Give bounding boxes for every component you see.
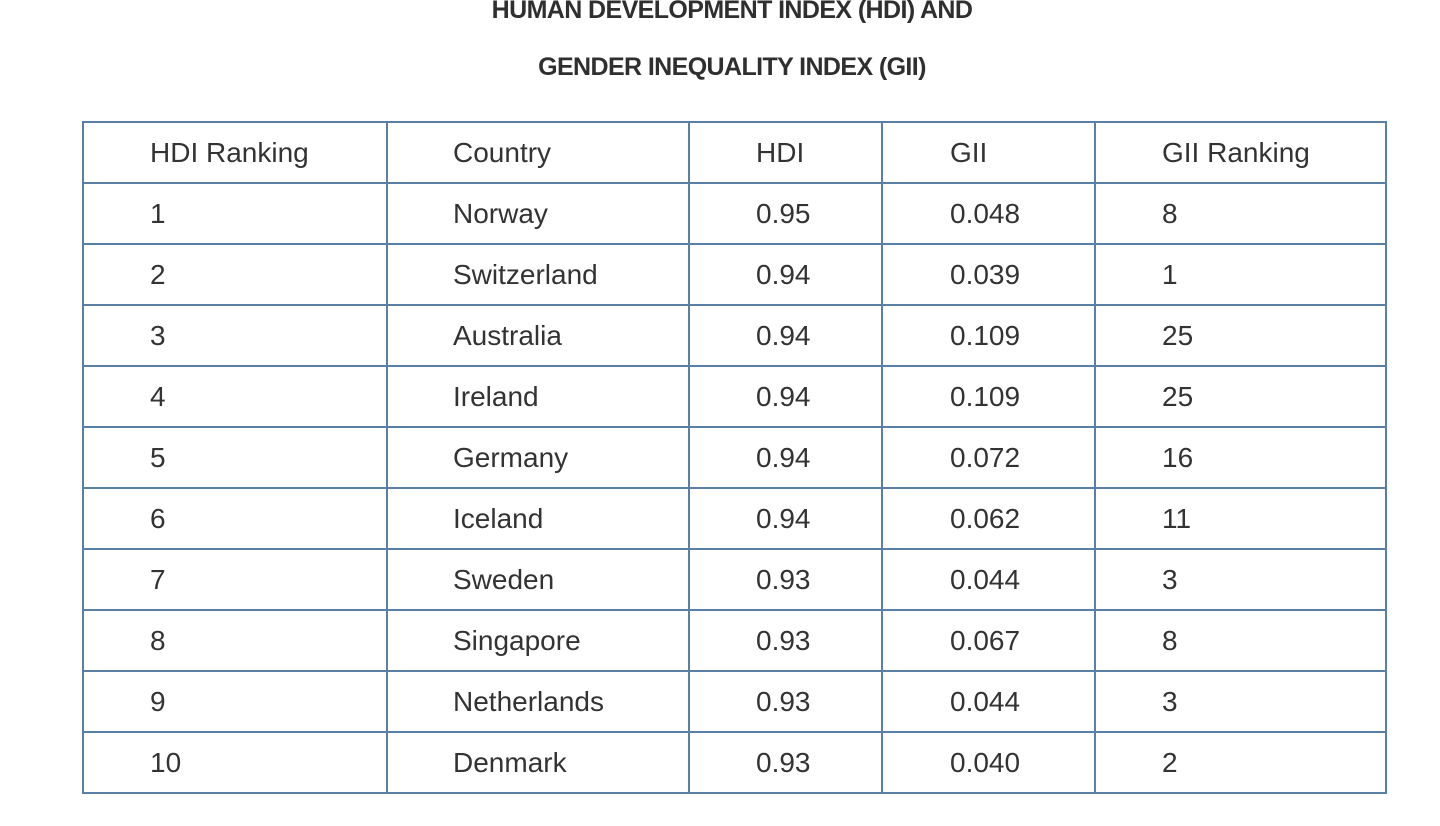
cell-country: Denmark [386,731,690,794]
cell-gii-ranking: 25 [1094,365,1387,428]
cell-gii: 0.109 [881,304,1096,367]
cell-gii-ranking: 3 [1094,548,1387,611]
cell-gii: 0.109 [881,365,1096,428]
cell-hdi-ranking: 5 [82,426,388,489]
table-row: 3 Australia 0.94 0.109 25 [82,304,1387,367]
table-row: 6 Iceland 0.94 0.062 11 [82,487,1387,550]
cell-gii: 0.044 [881,670,1096,733]
cell-gii-ranking: 16 [1094,426,1387,489]
table-row: 8 Singapore 0.93 0.067 8 [82,609,1387,672]
cell-hdi: 0.94 [688,243,883,306]
cell-gii-ranking: 1 [1094,243,1387,306]
cell-hdi: 0.94 [688,487,883,550]
cell-country: Singapore [386,609,690,672]
cell-gii: 0.040 [881,731,1096,794]
cell-hdi: 0.93 [688,548,883,611]
cell-gii-ranking: 8 [1094,182,1387,245]
cell-gii: 0.039 [881,243,1096,306]
header-gii-ranking: GII Ranking [1094,121,1387,184]
cell-hdi: 0.93 [688,731,883,794]
cell-hdi: 0.94 [688,304,883,367]
hdi-gii-table: HDI Ranking Country HDI GII GII Ranking … [82,121,1387,794]
table-title-line-2: GENDER INEQUALITY INDEX (GII) [538,53,926,81]
cell-hdi-ranking: 3 [82,304,388,367]
cell-country: Ireland [386,365,690,428]
cell-hdi-ranking: 8 [82,609,388,672]
cell-gii-ranking: 3 [1094,670,1387,733]
table-row: 5 Germany 0.94 0.072 16 [82,426,1387,489]
header-hdi: HDI [688,121,883,184]
cell-country: Sweden [386,548,690,611]
cell-gii: 0.072 [881,426,1096,489]
cell-country: Australia [386,304,690,367]
cell-country: Iceland [386,487,690,550]
table-header-row: HDI Ranking Country HDI GII GII Ranking [82,121,1387,184]
cell-country: Switzerland [386,243,690,306]
cell-hdi-ranking: 6 [82,487,388,550]
header-hdi-ranking: HDI Ranking [82,121,388,184]
cell-hdi: 0.94 [688,365,883,428]
cell-hdi: 0.95 [688,182,883,245]
cell-hdi-ranking: 9 [82,670,388,733]
cell-hdi-ranking: 2 [82,243,388,306]
cell-gii-ranking: 2 [1094,731,1387,794]
cell-hdi-ranking: 7 [82,548,388,611]
cell-country: Netherlands [386,670,690,733]
table-row: 10 Denmark 0.93 0.040 2 [82,731,1387,794]
header-country: Country [386,121,690,184]
cell-hdi-ranking: 4 [82,365,388,428]
table-row: 1 Norway 0.95 0.048 8 [82,182,1387,245]
table-row: 4 Ireland 0.94 0.109 25 [82,365,1387,428]
cell-gii: 0.067 [881,609,1096,672]
cell-hdi-ranking: 1 [82,182,388,245]
cell-gii: 0.044 [881,548,1096,611]
cell-gii-ranking: 11 [1094,487,1387,550]
cell-hdi-ranking: 10 [82,731,388,794]
cell-gii: 0.062 [881,487,1096,550]
table-title-line-1: HUMAN DEVELOPMENT INDEX (HDI) AND [491,0,973,24]
cell-gii-ranking: 8 [1094,609,1387,672]
table-row: 9 Netherlands 0.93 0.044 3 [82,670,1387,733]
cell-hdi: 0.93 [688,670,883,733]
cell-hdi: 0.94 [688,426,883,489]
header-gii: GII [881,121,1096,184]
cell-hdi: 0.93 [688,609,883,672]
cell-gii-ranking: 25 [1094,304,1387,367]
table-row: 7 Sweden 0.93 0.044 3 [82,548,1387,611]
cell-gii: 0.048 [881,182,1096,245]
cell-country: Norway [386,182,690,245]
table-row: 2 Switzerland 0.94 0.039 1 [82,243,1387,306]
cell-country: Germany [386,426,690,489]
